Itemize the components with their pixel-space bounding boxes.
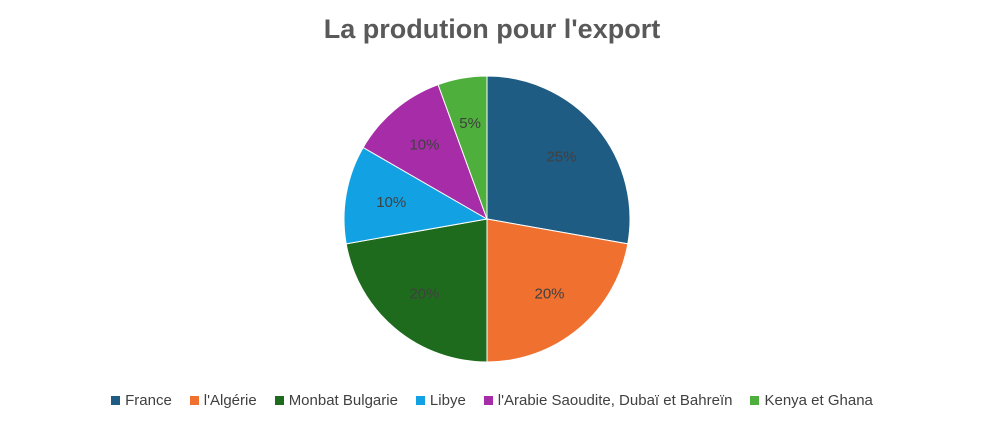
legend-label: Kenya et Ghana xyxy=(764,392,873,409)
legend-label: l'Arabie Saoudite, Dubaï et Bahreïn xyxy=(497,392,733,409)
data-label-5: 5% xyxy=(459,115,481,132)
pie-slice-4 xyxy=(362,83,488,221)
legend-swatch xyxy=(274,396,284,405)
chart-title: La prodution pour l'export xyxy=(323,14,661,44)
legend-item-3: Libye xyxy=(415,392,466,409)
legend-swatch xyxy=(189,396,199,405)
legend-swatch xyxy=(415,396,425,405)
data-label-0: 25% xyxy=(546,148,576,165)
data-label-4: 10% xyxy=(409,137,439,154)
legend-swatch xyxy=(111,396,121,405)
legend-label: Libye xyxy=(429,392,466,409)
legend-label: l'Algérie xyxy=(203,392,257,409)
data-label-3: 10% xyxy=(376,194,406,211)
legend-item-5: Kenya et Ghana xyxy=(750,392,873,409)
legend-label: France xyxy=(125,392,172,409)
legend: France l'Algérie Monbat Bulgarie Libye l'Ara… xyxy=(0,392,984,409)
legend-swatch xyxy=(750,396,760,405)
data-label-1: 20% xyxy=(534,285,564,302)
pie-slice-2 xyxy=(345,218,488,363)
legend-label: Monbat Bulgarie xyxy=(288,392,398,409)
pie-slice-1 xyxy=(486,218,629,363)
legend-item-4: l'Arabie Saoudite, Dubaï et Bahreïn xyxy=(483,392,733,409)
legend-item-1: l'Algérie xyxy=(189,392,257,409)
legend-swatch xyxy=(483,396,493,405)
data-label-2: 20% xyxy=(409,285,439,302)
pie-slice-3 xyxy=(343,146,489,245)
pie-slice-0 xyxy=(486,75,631,245)
legend-item-0: France xyxy=(111,392,172,409)
pie-slice-5 xyxy=(437,75,488,220)
legend-item-2: Monbat Bulgarie xyxy=(274,392,398,409)
